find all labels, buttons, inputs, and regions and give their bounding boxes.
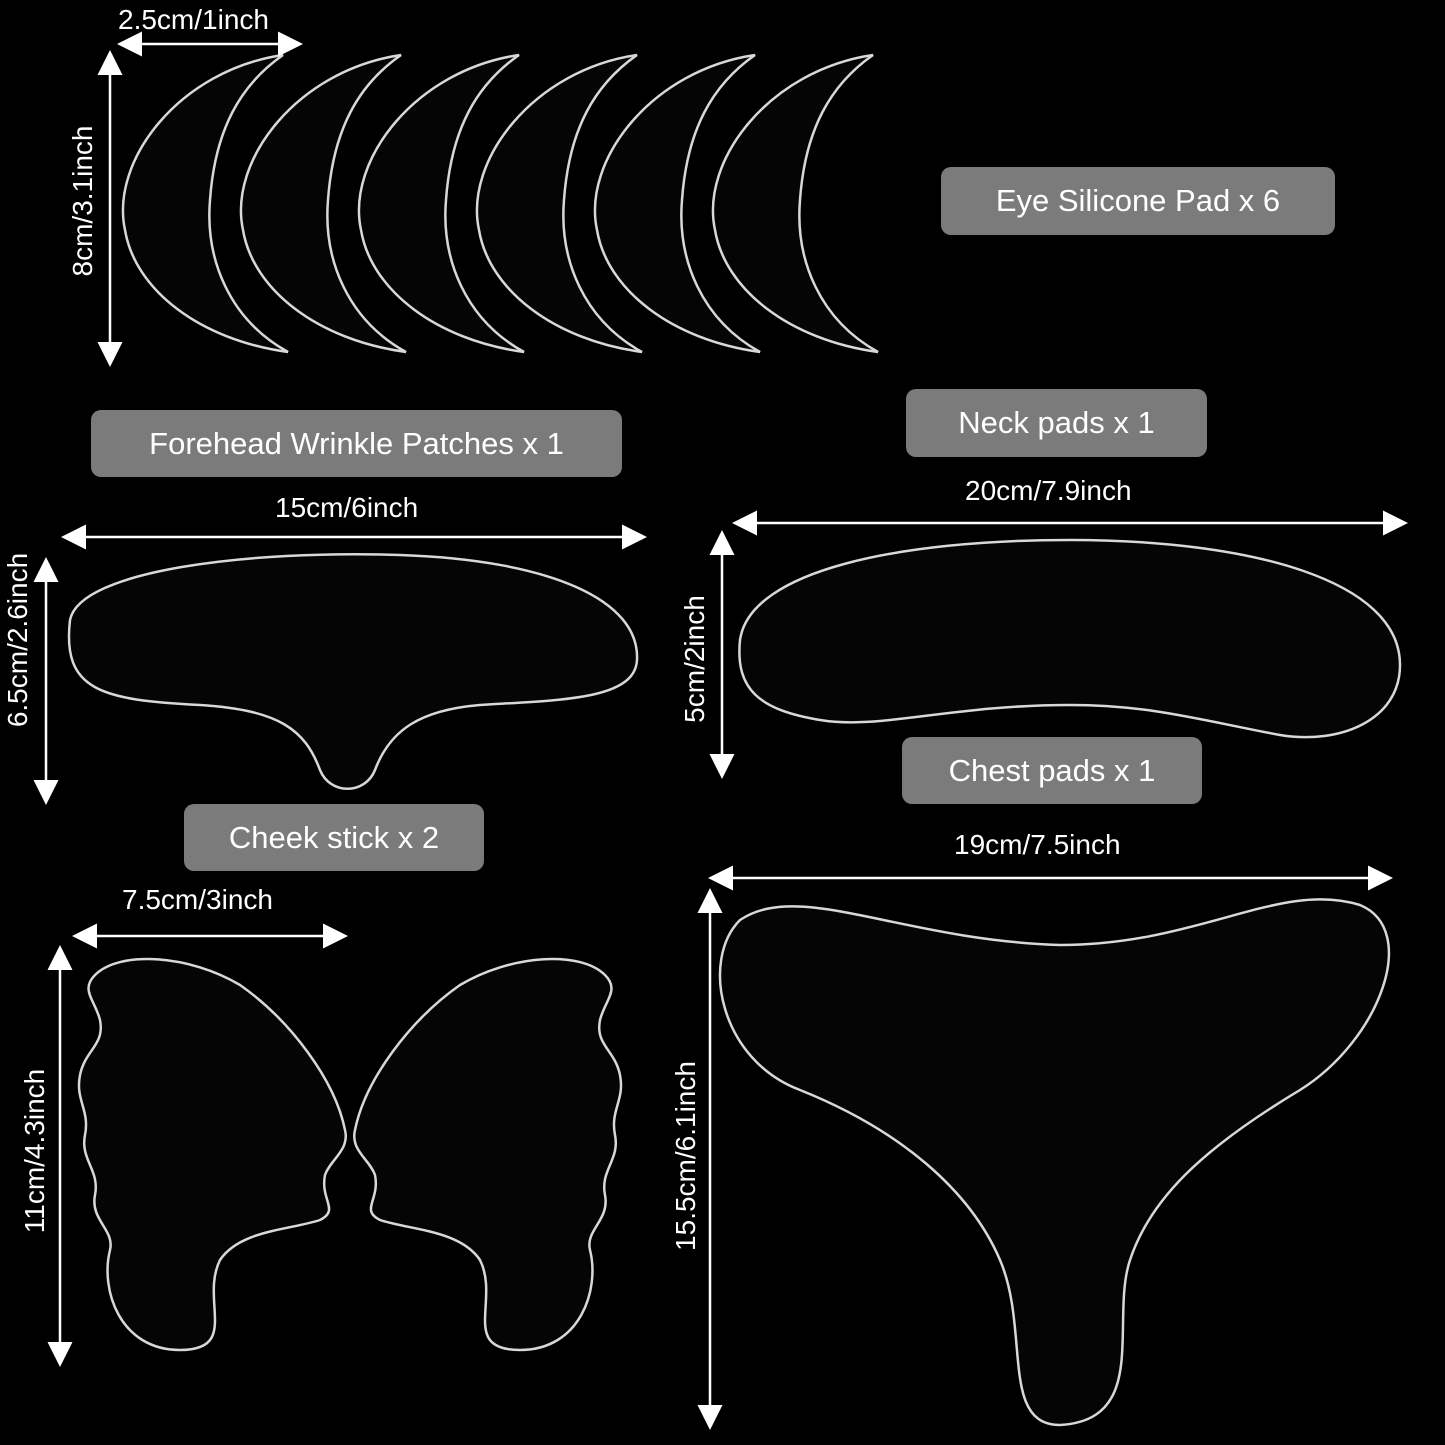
cheek-width-text: 7.5cm/3inch [122,884,273,915]
eye-pad-label: Eye Silicone Pad x 6 [941,167,1335,235]
forehead-width-text: 15cm/6inch [275,492,419,523]
neck-height-text: 5cm/2inch [679,595,710,723]
chest-pad [718,898,1391,1427]
chest-label: Chest pads x 1 [902,737,1202,804]
chest-width-text: 19cm/7.5inch [954,829,1121,860]
chest-height-text: 15.5cm/6.1inch [670,1061,701,1251]
cheek-pad-left [77,957,348,1352]
cheek-label: Cheek stick x 2 [184,804,484,871]
neck-label: Neck pads x 1 [906,389,1207,457]
neck-width-text: 20cm/7.9inch [965,475,1132,506]
cheek-height-text: 11cm/4.3inch [19,1068,50,1234]
neck-pad [738,538,1402,739]
eye-height-text: 8cm/3.1inch [67,125,98,277]
cheek-pad-right [352,957,623,1352]
forehead-label: Forehead Wrinkle Patches x 1 [91,410,622,477]
forehead-pad [67,553,639,790]
eye-pad-6 [711,53,880,354]
eye-width-text: 2.5cm/1inch [118,4,269,35]
forehead-height-text: 6.5cm/2.6inch [2,552,33,728]
